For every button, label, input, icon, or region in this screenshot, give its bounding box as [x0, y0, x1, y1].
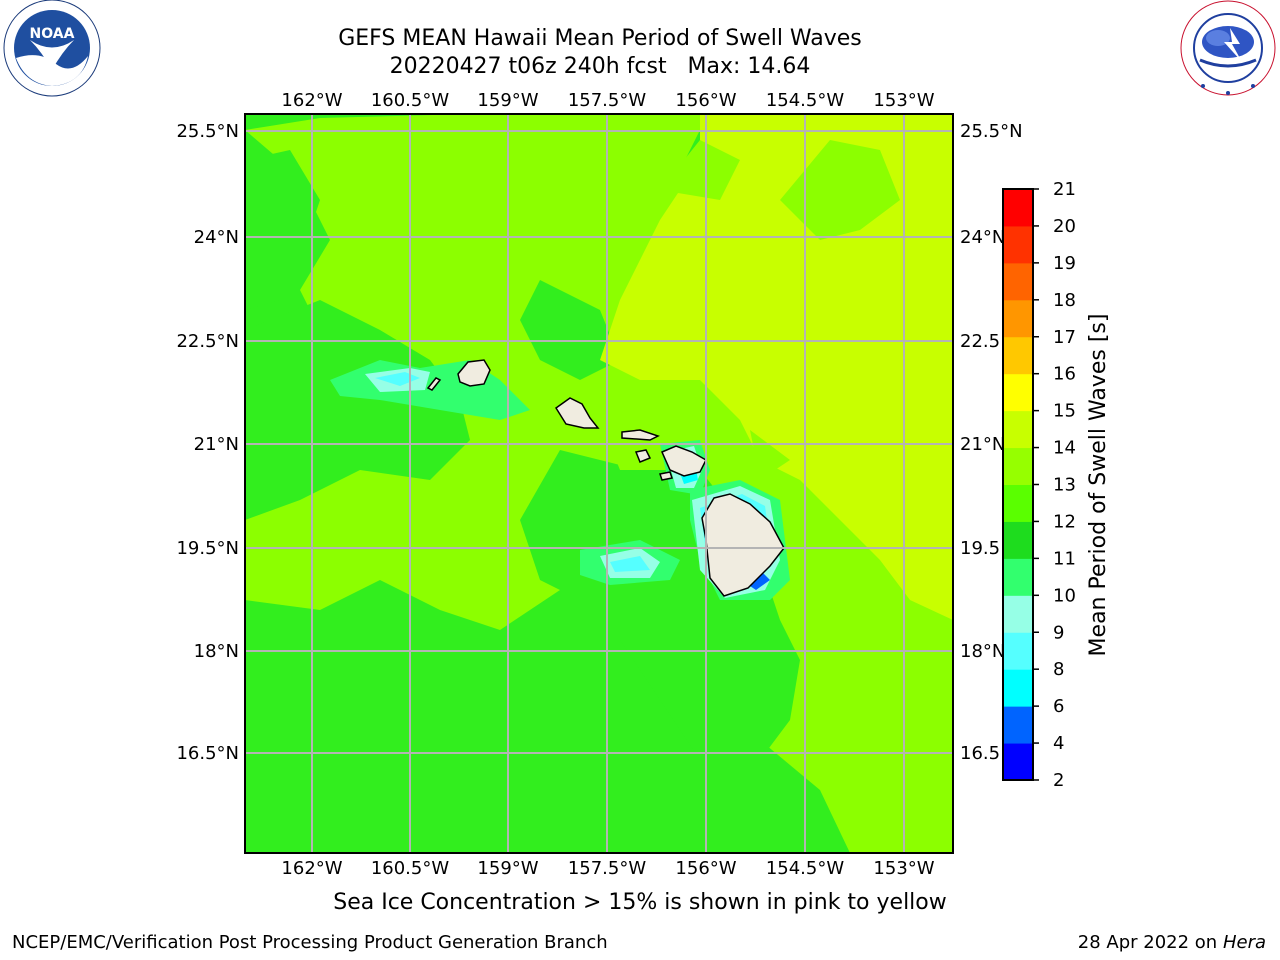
map-frame	[244, 113, 954, 854]
longitude-label: 162°W	[281, 858, 342, 879]
colorbar-tick-label: 21	[1053, 179, 1076, 200]
latitude-label-left: 22.5°N	[176, 331, 239, 352]
map-gridlines	[245, 114, 953, 853]
longitude-label: 153°W	[873, 858, 934, 879]
longitude-label: 156°W	[675, 90, 736, 111]
longitude-label: 159°W	[477, 90, 538, 111]
colorbar-tick-label: 18	[1053, 290, 1076, 311]
colorbar-tick-label: 16	[1053, 364, 1076, 385]
oahu-island	[554, 397, 600, 429]
longitude-label: 154.5°W	[766, 858, 845, 879]
generation-date: 28 Apr 2022 on Hera	[1078, 932, 1266, 953]
hawaii-islands	[426, 359, 785, 597]
colorbar-tick-label: 11	[1053, 548, 1076, 569]
colorbar-tick-label: 12	[1053, 511, 1076, 532]
latitude-label-left: 25.5°N	[176, 121, 239, 142]
map-title-line1: GEFS MEAN Hawaii Mean Period of Swell Wa…	[338, 26, 862, 51]
latitude-label-right: 22.5	[960, 331, 1000, 352]
latitude-label-right: 25.5°N	[960, 121, 1023, 142]
longitude-label: 159°W	[477, 858, 538, 879]
colorbar-swatch	[1003, 373, 1033, 412]
kahoolawe-island	[659, 471, 673, 481]
molokai-island	[621, 429, 660, 441]
longitude-label: 156°W	[675, 858, 736, 879]
colorbar-swatch	[1003, 669, 1033, 707]
noaa-logo-text: NOAA	[30, 26, 75, 42]
colorbar-tick-label: 14	[1053, 438, 1076, 459]
colorbar-tick-label: 17	[1053, 327, 1076, 348]
colorbar-swatch	[1003, 706, 1033, 744]
colorbar-swatch	[1003, 521, 1033, 559]
colorbar-tick-label: 19	[1053, 253, 1076, 274]
latitude-label-right: 21°N	[960, 434, 1005, 455]
colorbar-swatch	[1003, 447, 1033, 485]
longitude-label: 154.5°W	[766, 90, 845, 111]
colorbar-tick-label: 15	[1053, 401, 1076, 422]
kauai-island	[457, 359, 491, 387]
colorbar-swatch	[1003, 299, 1033, 338]
colorbar-tick-label: 9	[1053, 622, 1064, 643]
lanai-island	[634, 449, 652, 463]
colorbar-tick-label: 10	[1053, 585, 1076, 606]
colorbar-tick-label: 8	[1053, 659, 1064, 680]
latitude-label-left: 19.5°N	[176, 538, 239, 559]
colorbar-swatch	[1003, 336, 1033, 375]
nws-logo	[1180, 0, 1276, 96]
colorbar-swatch	[1003, 484, 1033, 522]
longitude-label: 157.5°W	[568, 858, 647, 879]
host-name: Hera	[1222, 932, 1266, 953]
colorbar-tick-label: 2	[1053, 770, 1064, 791]
latitude-label-right: 18°N	[960, 641, 1005, 662]
latitude-label-left: 21°N	[194, 434, 239, 455]
swell-period-field	[245, 114, 953, 853]
colorbar-swatch	[1003, 558, 1033, 596]
colorbar: 2 4 6 8 9 10 11 12 13 14 15 16 17 18 19 20 21	[1002, 179, 1076, 791]
colorbar-tick-label: 20	[1053, 216, 1076, 237]
longitude-label: 160.5°W	[371, 90, 450, 111]
latitude-label-right: 24°N	[960, 227, 1005, 248]
longitude-label: 157.5°W	[568, 90, 647, 111]
colorbar-title: Mean Period of Swell Waves [s]	[1086, 314, 1111, 657]
colorbar-swatch	[1003, 262, 1033, 301]
colorbar-swatch	[1003, 632, 1033, 670]
producer-credit: NCEP/EMC/Verification Post Processing Pr…	[12, 932, 608, 953]
latitude-label-left: 16.5°N	[176, 743, 239, 764]
colorbar-tick-label: 4	[1053, 733, 1064, 754]
colorbar-tick-label: 13	[1053, 475, 1076, 496]
latitude-label-right: 16.5	[960, 743, 1000, 764]
colorbar-swatch	[1003, 743, 1033, 781]
colorbar-tick-label: 6	[1053, 696, 1064, 717]
maui-island	[661, 445, 707, 477]
colorbar-swatch	[1003, 595, 1033, 633]
colorbar-swatch	[1003, 189, 1033, 227]
generation-date-text: 28 Apr 2022 on	[1077, 932, 1218, 953]
noaa-logo: NOAA	[3, 0, 101, 97]
longitude-label: 153°W	[873, 90, 934, 111]
colorbar-swatch	[1003, 225, 1033, 264]
latitude-label-left: 24°N	[194, 227, 239, 248]
sea-ice-caption: Sea Ice Concentration > 15% is shown in …	[333, 890, 947, 915]
longitude-label: 162°W	[281, 90, 342, 111]
longitude-label: 160.5°W	[371, 858, 450, 879]
colorbar-swatch	[1003, 410, 1033, 449]
latitude-label-right: 19.5	[960, 538, 1000, 559]
niihau-island	[426, 377, 442, 391]
latitude-label-left: 18°N	[194, 641, 239, 662]
map-title-line2: 20220427 t06z 240h fcst Max: 14.64	[389, 54, 811, 79]
axis-labels: 162°W 162°W 160.5°W 160.5°W 159°W 159°W 157.5°…	[176, 90, 1022, 879]
